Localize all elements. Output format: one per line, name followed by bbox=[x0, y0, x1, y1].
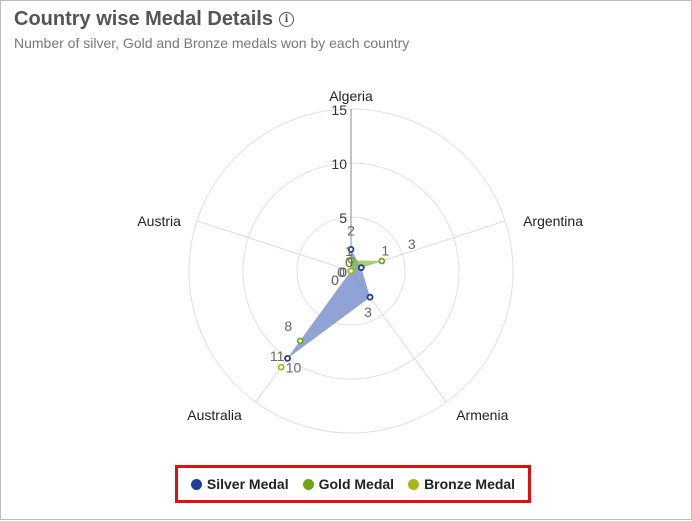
data-point bbox=[277, 363, 285, 371]
legend-item[interactable]: Bronze Medal bbox=[408, 476, 515, 492]
chart-subtitle: Number of silver, Gold and Bronze medals… bbox=[14, 35, 410, 51]
data-label: 0 bbox=[331, 272, 339, 288]
legend-marker-icon bbox=[302, 478, 314, 490]
radial-tick-label: 5 bbox=[339, 210, 347, 226]
radial-tick-label: 15 bbox=[331, 102, 347, 118]
data-label: 0 bbox=[337, 264, 345, 280]
category-label: Australia bbox=[187, 407, 242, 423]
category-label: Austria bbox=[137, 213, 181, 229]
legend-marker-icon bbox=[190, 478, 202, 490]
legend-item[interactable]: Gold Medal bbox=[302, 476, 395, 492]
category-label: Armenia bbox=[456, 407, 508, 423]
data-label: 0 bbox=[339, 264, 347, 280]
data-point bbox=[296, 337, 304, 345]
data-point bbox=[366, 293, 374, 301]
data-label: 0 bbox=[331, 272, 339, 288]
data-label: 3 bbox=[408, 236, 416, 252]
data-label: 11 bbox=[270, 348, 285, 364]
info-icon[interactable]: i bbox=[278, 12, 294, 27]
radial-tick-label: 10 bbox=[331, 156, 347, 172]
series-area bbox=[287, 249, 371, 359]
category-label: Algeria bbox=[329, 88, 373, 104]
legend-label: Gold Medal bbox=[318, 476, 395, 492]
legend-label: Bronze Medal bbox=[424, 476, 516, 492]
data-label: 8 bbox=[284, 318, 292, 334]
data-label: 0 bbox=[345, 254, 353, 270]
data-point bbox=[284, 354, 291, 362]
legend-label: Silver Medal bbox=[206, 476, 289, 492]
data-label: 2 bbox=[347, 222, 355, 238]
data-label: 0 bbox=[345, 254, 353, 270]
axis-spoke bbox=[350, 220, 506, 272]
data-label: 1 bbox=[345, 243, 353, 259]
data-label: 1 bbox=[381, 243, 389, 259]
category-label: Argentina bbox=[523, 213, 583, 229]
data-label: 10 bbox=[286, 359, 302, 375]
axis-spoke bbox=[196, 220, 352, 272]
data-point bbox=[347, 245, 355, 253]
chart-title: Country wise Medal Details bbox=[14, 8, 273, 30]
legend-item[interactable]: Silver Medal bbox=[190, 476, 289, 492]
chart-legend: Silver Medal Gold Medal Bronze Medal bbox=[175, 465, 531, 503]
radial-tick-label: 0 bbox=[339, 264, 347, 280]
data-label: 0 bbox=[339, 264, 347, 280]
legend-marker-icon bbox=[408, 478, 420, 490]
data-point bbox=[357, 264, 365, 272]
chart-title-row: Country wise Medal Details i bbox=[14, 8, 294, 31]
data-label: 3 bbox=[364, 304, 372, 320]
data-point bbox=[378, 257, 386, 265]
data-point bbox=[347, 256, 355, 264]
data-point bbox=[347, 267, 355, 275]
